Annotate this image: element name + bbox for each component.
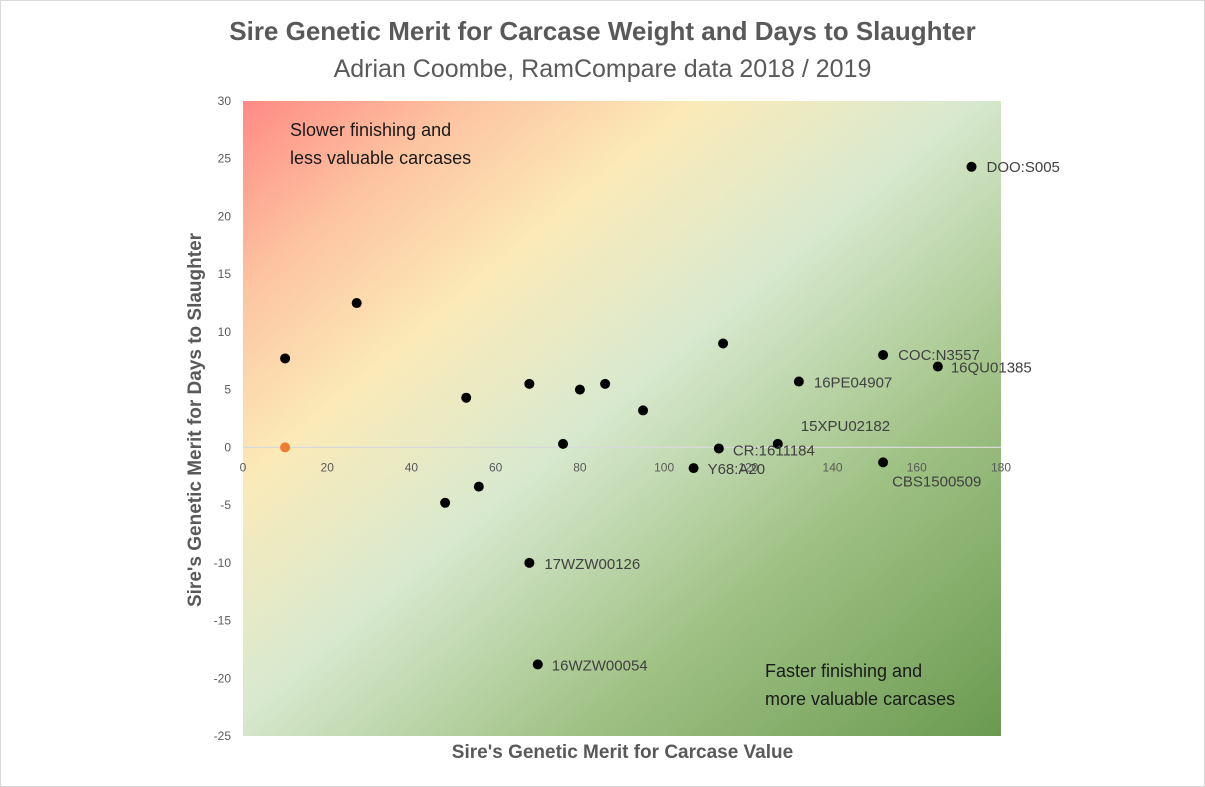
y-tick-label: -20 bbox=[214, 671, 232, 685]
data-point bbox=[524, 378, 535, 389]
data-point bbox=[932, 361, 943, 372]
y-tick-label: 30 bbox=[218, 94, 232, 108]
data-point bbox=[878, 350, 889, 360]
x-tick-label: 180 bbox=[991, 460, 1011, 474]
chart-subtitle: Adrian Coombe, RamCompare data 2018 / 20… bbox=[333, 55, 872, 83]
data-point bbox=[600, 378, 611, 389]
annotation-bottom-right-line2: more valuable carcases bbox=[765, 689, 955, 709]
data-point-label: 16PE04907 bbox=[814, 375, 892, 392]
annotation-bottom-right-line1: Faster finishing and bbox=[765, 661, 922, 681]
data-point bbox=[793, 376, 804, 387]
y-tick-label: 5 bbox=[224, 383, 231, 397]
data-point bbox=[878, 457, 889, 468]
x-tick-label: 160 bbox=[907, 460, 927, 474]
x-axis-label: Sire's Genetic Merit for Carcase Value bbox=[451, 742, 794, 763]
x-tick-label: 0 bbox=[240, 460, 247, 474]
x-tick-label: 60 bbox=[489, 460, 503, 474]
annotation-top-left-line1: Slower finishing and bbox=[290, 120, 451, 140]
data-point bbox=[461, 392, 472, 403]
x-tick-label: 100 bbox=[654, 460, 674, 474]
data-point bbox=[473, 481, 484, 492]
data-point bbox=[966, 161, 977, 172]
data-point bbox=[574, 384, 585, 395]
data-point-label: COC:N3557 bbox=[898, 347, 980, 364]
y-tick-label: 15 bbox=[218, 267, 232, 281]
y-tick-label: -15 bbox=[214, 614, 232, 628]
data-point bbox=[440, 497, 451, 508]
data-point bbox=[532, 659, 543, 670]
data-point-label: DOO:S005 bbox=[987, 159, 1060, 176]
x-tick-label: 120 bbox=[738, 460, 758, 474]
data-point-label: 16WZW00054 bbox=[552, 657, 648, 674]
y-tick-label: 0 bbox=[224, 440, 231, 454]
y-tick-label: 20 bbox=[218, 209, 232, 223]
data-point bbox=[772, 438, 783, 449]
data-point bbox=[688, 463, 699, 474]
y-tick-label: 10 bbox=[218, 325, 232, 339]
data-point-label: 15XPU02182 bbox=[801, 418, 890, 435]
data-point bbox=[718, 338, 729, 349]
x-tick-label: 40 bbox=[405, 460, 419, 474]
plot-area bbox=[243, 101, 1001, 736]
data-point-label: Y68:A20 bbox=[708, 461, 766, 478]
annotation-top-left-line2: less valuable carcases bbox=[290, 148, 471, 168]
data-point-label: CBS1500509 bbox=[892, 473, 981, 490]
data-point-highlight bbox=[280, 442, 291, 453]
y-tick-label: 25 bbox=[218, 152, 232, 166]
x-tick-label: 140 bbox=[823, 460, 843, 474]
data-point bbox=[558, 438, 569, 449]
data-point bbox=[524, 557, 535, 568]
data-point bbox=[351, 298, 362, 309]
data-point bbox=[713, 443, 724, 454]
data-point bbox=[280, 353, 291, 364]
data-point-label: CR:1611184 bbox=[733, 443, 815, 460]
data-point-label: 16QU01385 bbox=[951, 360, 1032, 377]
y-tick-label: -10 bbox=[214, 556, 232, 570]
chart-title: Sire Genetic Merit for Carcase Weight an… bbox=[229, 16, 976, 46]
x-tick-label: 80 bbox=[573, 460, 587, 474]
x-tick-label: 20 bbox=[321, 460, 335, 474]
data-point-label: 17WZW00126 bbox=[544, 556, 640, 573]
y-tick-label: -5 bbox=[220, 498, 231, 512]
y-tick-label: -25 bbox=[214, 729, 232, 743]
data-point bbox=[638, 405, 649, 416]
